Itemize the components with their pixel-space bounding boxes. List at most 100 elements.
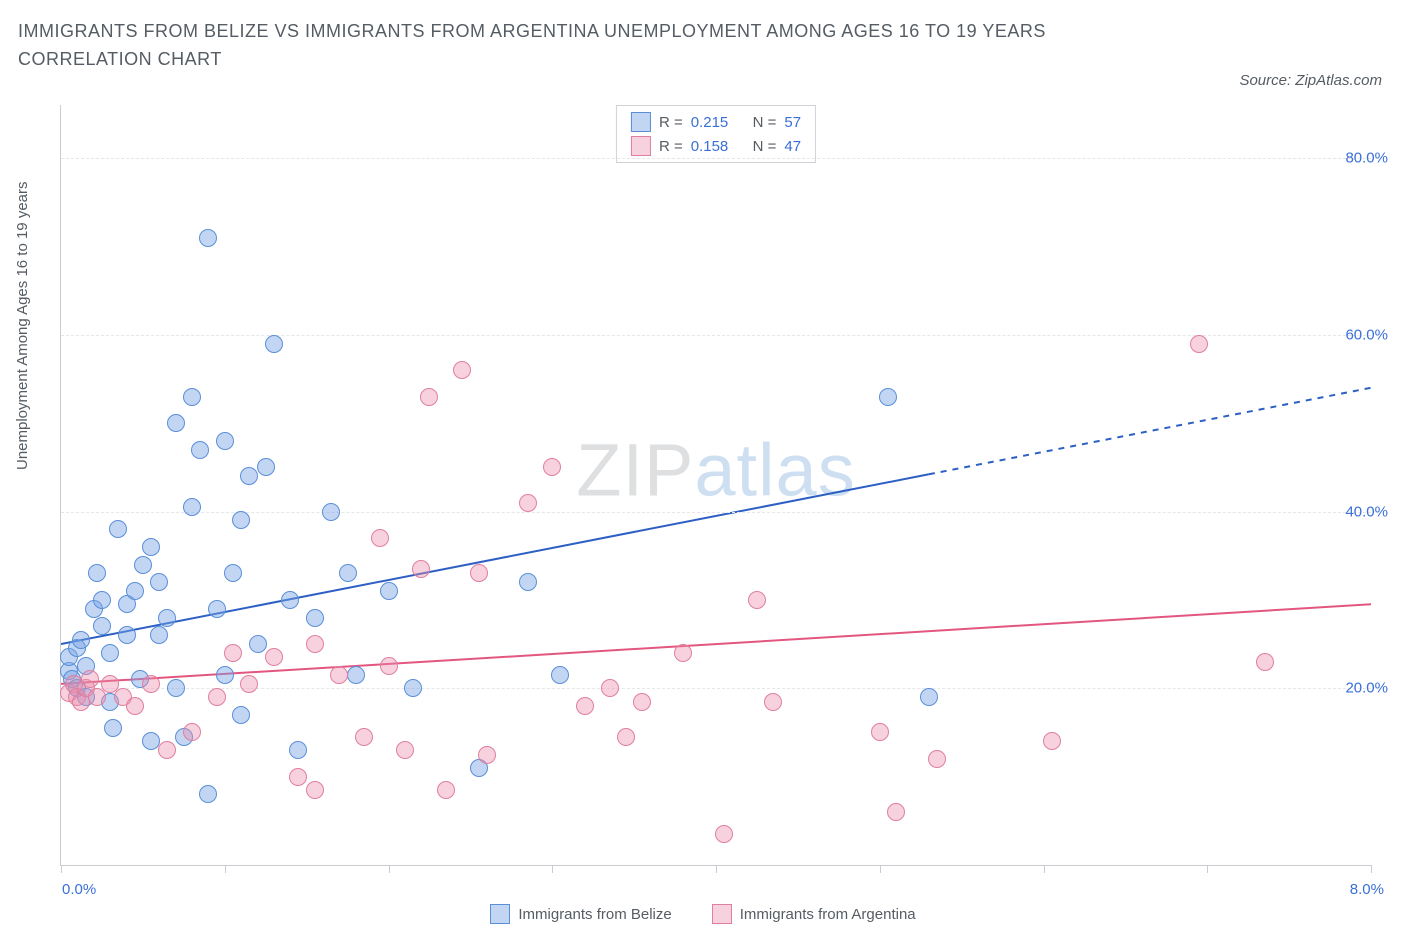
data-point-belize (339, 564, 357, 582)
data-point-argentina (355, 728, 373, 746)
data-point-argentina (126, 697, 144, 715)
data-point-belize (380, 582, 398, 600)
data-point-argentina (453, 361, 471, 379)
trend-lines (61, 105, 1371, 865)
data-point-belize (216, 432, 234, 450)
data-point-belize (519, 573, 537, 591)
data-point-belize (104, 719, 122, 737)
data-point-belize (109, 520, 127, 538)
data-point-argentina (289, 768, 307, 786)
data-point-belize (191, 441, 209, 459)
legend-label-belize: Immigrants from Belize (518, 906, 671, 923)
data-point-belize (126, 582, 144, 600)
data-point-belize (158, 609, 176, 627)
data-point-belize (183, 498, 201, 516)
data-point-belize (150, 573, 168, 591)
data-point-argentina (306, 781, 324, 799)
gridline-h (61, 335, 1371, 336)
data-point-belize (879, 388, 897, 406)
data-point-belize (101, 644, 119, 662)
data-point-belize (232, 706, 250, 724)
data-point-argentina (764, 693, 782, 711)
data-point-argentina (576, 697, 594, 715)
data-point-belize (150, 626, 168, 644)
data-point-argentina (396, 741, 414, 759)
data-point-belize (72, 631, 90, 649)
n-label: N = (753, 138, 777, 155)
legend-swatch-argentina-icon (712, 904, 732, 924)
data-point-belize (920, 688, 938, 706)
x-tick (1371, 865, 1372, 873)
data-point-argentina (543, 458, 561, 476)
gridline-h (61, 158, 1371, 159)
data-point-belize (306, 609, 324, 627)
x-tick (389, 865, 390, 873)
data-point-argentina (330, 666, 348, 684)
n-value-argentina: 47 (784, 138, 801, 155)
data-point-argentina (715, 825, 733, 843)
x-tick (225, 865, 226, 873)
data-point-belize (289, 741, 307, 759)
watermark-zip: ZIP (576, 428, 694, 511)
data-point-argentina (81, 670, 99, 688)
y-axis-label: Unemployment Among Ages 16 to 19 years (14, 181, 31, 470)
data-point-belize (93, 591, 111, 609)
data-point-argentina (519, 494, 537, 512)
r-value-belize: 0.215 (691, 114, 729, 131)
data-point-argentina (158, 741, 176, 759)
legend-item-argentina: Immigrants from Argentina (712, 904, 916, 924)
data-point-belize (257, 458, 275, 476)
x-axis-end-label: 8.0% (1350, 881, 1384, 898)
trend-line-extrap-belize (929, 388, 1371, 474)
data-point-belize (199, 229, 217, 247)
x-tick (61, 865, 62, 873)
data-point-argentina (208, 688, 226, 706)
data-point-argentina (420, 388, 438, 406)
x-tick (880, 865, 881, 873)
data-point-argentina (437, 781, 455, 799)
data-point-belize (134, 556, 152, 574)
data-point-argentina (142, 675, 160, 693)
x-tick (1207, 865, 1208, 873)
data-point-belize (142, 538, 160, 556)
data-point-argentina (183, 723, 201, 741)
data-point-belize (551, 666, 569, 684)
data-point-argentina (674, 644, 692, 662)
data-point-argentina (601, 679, 619, 697)
legend-label-argentina: Immigrants from Argentina (740, 906, 916, 923)
data-point-argentina (928, 750, 946, 768)
legend-stats-row-belize: R = 0.215 N = 57 (631, 112, 801, 132)
data-point-argentina (1190, 335, 1208, 353)
data-point-belize (240, 467, 258, 485)
data-point-argentina (412, 560, 430, 578)
watermark-atlas: atlas (694, 428, 855, 511)
data-point-belize (404, 679, 422, 697)
legend-bottom: Immigrants from Belize Immigrants from A… (0, 904, 1406, 924)
data-point-argentina (470, 564, 488, 582)
data-point-argentina (478, 746, 496, 764)
n-value-belize: 57 (784, 114, 801, 131)
data-point-argentina (380, 657, 398, 675)
y-tick-label: 80.0% (1345, 150, 1388, 167)
data-point-argentina (617, 728, 635, 746)
legend-swatch-belize-icon (490, 904, 510, 924)
data-point-belize (183, 388, 201, 406)
data-point-argentina (887, 803, 905, 821)
data-point-argentina (1256, 653, 1274, 671)
x-tick (1044, 865, 1045, 873)
data-point-belize (167, 414, 185, 432)
data-point-argentina (88, 688, 106, 706)
data-point-argentina (633, 693, 651, 711)
data-point-belize (232, 511, 250, 529)
x-tick (716, 865, 717, 873)
data-point-belize (249, 635, 267, 653)
legend-stats-row-argentina: R = 0.158 N = 47 (631, 136, 801, 156)
data-point-argentina (371, 529, 389, 547)
data-point-argentina (1043, 732, 1061, 750)
data-point-belize (265, 335, 283, 353)
r-label: R = (659, 138, 683, 155)
r-label: R = (659, 114, 683, 131)
source-attribution: Source: ZipAtlas.com (1239, 72, 1382, 89)
data-point-argentina (871, 723, 889, 741)
data-point-belize (208, 600, 226, 618)
